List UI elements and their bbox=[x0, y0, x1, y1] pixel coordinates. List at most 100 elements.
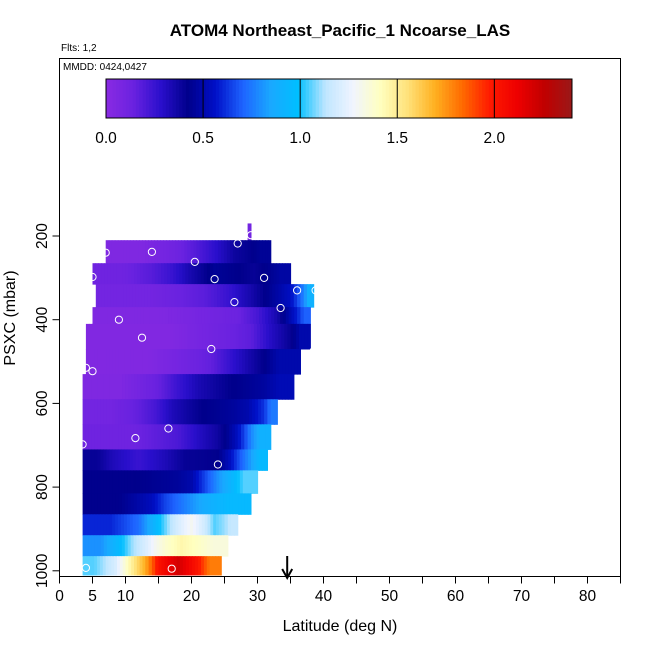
heatmap-cell bbox=[112, 323, 117, 350]
heatmap-cell bbox=[120, 514, 125, 536]
heatmap-cell bbox=[166, 323, 171, 350]
heatmap-cell bbox=[213, 514, 217, 536]
heatmap-cell bbox=[115, 514, 119, 536]
heatmap-cell bbox=[178, 349, 183, 375]
heatmap-cell bbox=[263, 349, 268, 375]
heatmap-cell bbox=[118, 424, 123, 450]
heatmap-cell bbox=[168, 535, 172, 557]
heatmap-cell bbox=[91, 493, 96, 515]
y-axis: 200 400 600 800 1000 bbox=[34, 223, 60, 588]
colorbar-swatch bbox=[342, 79, 347, 118]
heatmap-cell bbox=[152, 514, 157, 536]
heatmap-cell bbox=[168, 284, 173, 308]
heatmap-cell bbox=[218, 535, 223, 557]
heatmap-cell bbox=[216, 399, 220, 425]
heatmap-cell bbox=[153, 284, 157, 308]
heatmap-cell bbox=[112, 399, 116, 425]
heatmap-cell bbox=[238, 493, 243, 515]
colorbar-swatch bbox=[508, 79, 513, 118]
colorbar-swatch bbox=[408, 79, 413, 118]
heatmap-cell bbox=[238, 240, 243, 264]
heatmap-cell bbox=[167, 263, 171, 285]
colorbar-tick-label: 2.0 bbox=[484, 130, 506, 147]
heatmap-cell bbox=[235, 240, 240, 264]
heatmap-cell bbox=[178, 424, 182, 450]
y-tick-label: 1000 bbox=[34, 553, 51, 588]
heatmap-cell bbox=[184, 240, 189, 264]
heatmap-cell bbox=[201, 307, 206, 325]
heatmap-cell bbox=[260, 284, 264, 308]
heatmap-cell bbox=[256, 424, 260, 450]
heatmap-cell bbox=[175, 470, 179, 494]
y-tick-label: 200 bbox=[34, 223, 51, 249]
heatmap-cell bbox=[253, 240, 258, 264]
heatmap-cell bbox=[115, 535, 120, 557]
heatmap-cell bbox=[94, 493, 99, 515]
heatmap-cell bbox=[267, 399, 272, 425]
heatmap-cell bbox=[163, 424, 167, 450]
colorbar-swatch bbox=[292, 79, 297, 118]
heatmap-cell bbox=[100, 470, 105, 494]
heatmap-cell bbox=[220, 240, 225, 264]
heatmap-cell bbox=[106, 424, 111, 450]
heatmap-cell bbox=[94, 449, 99, 471]
colorbar-swatch bbox=[565, 79, 570, 118]
heatmap-cells bbox=[82, 223, 315, 576]
heatmap-cell bbox=[85, 493, 90, 515]
heatmap-cell bbox=[198, 535, 202, 557]
heatmap-cell bbox=[100, 349, 105, 375]
heatmap-cell bbox=[190, 323, 195, 350]
heatmap-cell bbox=[207, 449, 212, 471]
heatmap-cell bbox=[222, 449, 226, 471]
heatmap-cell bbox=[274, 399, 278, 425]
colorbar-swatch bbox=[199, 79, 204, 118]
heatmap-cell bbox=[147, 399, 152, 425]
heatmap-cell bbox=[241, 284, 246, 308]
colorbar-swatch bbox=[555, 79, 560, 118]
heatmap-cell bbox=[247, 493, 252, 515]
heatmap-cell bbox=[111, 240, 116, 264]
colorbar-swatch bbox=[525, 79, 530, 118]
x-tick-label: 60 bbox=[447, 588, 465, 605]
heatmap-cell bbox=[170, 263, 174, 285]
colorbar-swatch bbox=[202, 79, 207, 118]
heatmap-cell bbox=[189, 307, 193, 325]
heatmap-cell bbox=[166, 470, 170, 494]
heatmap-cell bbox=[173, 263, 177, 285]
heatmap-cell bbox=[275, 323, 279, 350]
heatmap-cell bbox=[204, 493, 209, 515]
heatmap-cell bbox=[171, 284, 176, 308]
observation-point bbox=[309, 347, 318, 356]
heatmap-cell bbox=[258, 374, 262, 400]
heatmap-cell bbox=[118, 399, 122, 425]
heatmap-cell bbox=[88, 349, 93, 375]
colorbar-swatch bbox=[185, 79, 190, 118]
heatmap-cell bbox=[253, 284, 258, 308]
heatmap-cell bbox=[100, 374, 105, 400]
x-axis-label: Latitude (deg N) bbox=[283, 618, 398, 635]
observation-point bbox=[207, 344, 216, 354]
heatmap-cell bbox=[140, 263, 144, 285]
heatmap-cell bbox=[204, 535, 208, 557]
heatmap-cell bbox=[151, 349, 156, 375]
heatmap-cell bbox=[151, 323, 156, 350]
heatmap-cell bbox=[142, 556, 146, 576]
heatmap-cell bbox=[172, 514, 177, 536]
heatmap-cell bbox=[258, 399, 262, 425]
heatmap-cell bbox=[97, 493, 102, 515]
heatmap-cell bbox=[293, 323, 297, 350]
heatmap-cell bbox=[157, 263, 162, 285]
heatmap-cell bbox=[204, 470, 209, 494]
colorbar-swatch bbox=[422, 79, 427, 118]
heatmap-cell bbox=[225, 449, 229, 471]
heatmap-cell bbox=[166, 514, 171, 536]
heatmap-cell bbox=[148, 535, 152, 557]
heatmap-cell bbox=[188, 263, 193, 285]
heatmap-cell bbox=[255, 399, 259, 425]
heatmap-cell bbox=[203, 263, 208, 285]
heatmap-cell bbox=[254, 470, 259, 494]
heatmap-cell bbox=[135, 284, 139, 308]
heatmap-cell bbox=[116, 284, 121, 308]
heatmap-cell bbox=[300, 284, 305, 308]
